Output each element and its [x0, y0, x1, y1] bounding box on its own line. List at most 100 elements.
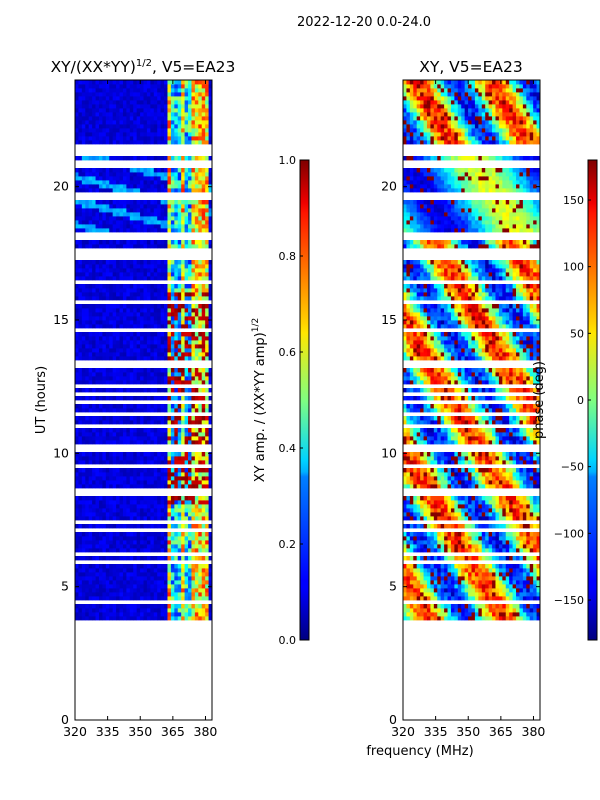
heatmap-cell	[188, 460, 192, 465]
heatmap-cell	[146, 228, 151, 233]
heatmap-cell	[126, 440, 131, 445]
heatmap-cell	[143, 112, 148, 117]
heatmap-cell	[92, 84, 96, 89]
heatmap-cell	[129, 496, 134, 501]
heatmap-cell	[112, 136, 117, 141]
heatmap-cell	[170, 500, 175, 505]
heatmap-cell	[133, 420, 138, 425]
heatmap-cell	[78, 132, 83, 137]
heatmap-cell	[150, 208, 155, 213]
heatmap-cell	[140, 504, 144, 509]
heatmap-cell	[191, 320, 196, 325]
heatmap-cell	[105, 228, 110, 233]
heatmap-cell	[198, 500, 203, 505]
heatmap-cell	[95, 564, 100, 569]
heatmap-cell	[205, 388, 209, 393]
heatmap-cell	[529, 608, 534, 613]
heatmap-cell	[167, 244, 172, 249]
heatmap-cell	[133, 532, 138, 537]
heatmap-cell	[119, 304, 124, 309]
heatmap-cell	[105, 592, 110, 597]
heatmap-cell	[492, 576, 496, 581]
heatmap-cell	[143, 292, 148, 297]
colorbar-tick-label: 0.2	[279, 538, 297, 551]
heatmap-cell	[153, 408, 158, 413]
heatmap-cell	[105, 320, 110, 325]
heatmap-cell	[95, 408, 100, 413]
heatmap-cell	[201, 84, 206, 89]
heatmap-cell	[177, 200, 182, 205]
heatmap-cell	[184, 356, 189, 361]
heatmap-cell	[102, 556, 107, 561]
heatmap-cell	[129, 136, 134, 141]
heatmap-cell	[478, 540, 483, 545]
heatmap-cell	[116, 476, 120, 481]
heatmap-cell	[461, 548, 466, 553]
heatmap-cell	[201, 496, 206, 501]
heatmap-cell	[157, 544, 162, 549]
heatmap-cell	[191, 216, 196, 221]
heatmap-cell	[75, 200, 79, 205]
heatmap-cell	[143, 240, 148, 245]
heatmap-cell	[533, 548, 537, 553]
heatmap-cell	[102, 176, 107, 181]
heatmap-cell	[75, 156, 79, 161]
heatmap-cell	[205, 132, 209, 137]
heatmap-cell	[160, 532, 165, 537]
heatmap-cell	[98, 612, 103, 617]
heatmap-cell	[164, 588, 168, 593]
heatmap-cell	[208, 96, 212, 101]
heatmap-cell	[122, 308, 127, 313]
heatmap-cell	[85, 348, 90, 353]
heatmap-cell	[95, 312, 100, 317]
heatmap-cell	[191, 228, 196, 233]
heatmap-cell	[205, 480, 209, 485]
heatmap-cell	[170, 540, 175, 545]
heatmap-cell	[143, 180, 148, 185]
heatmap-cell	[85, 476, 90, 481]
heatmap-cell	[85, 524, 90, 529]
heatmap-cell	[170, 584, 175, 589]
colorbar-tick-label: 0.8	[279, 250, 297, 263]
heatmap-cell	[126, 476, 131, 481]
heatmap-cell	[495, 576, 500, 581]
heatmap-cell	[143, 188, 148, 193]
heatmap-cell	[140, 288, 144, 293]
heatmap-cell	[116, 340, 120, 345]
heatmap-cell	[136, 344, 141, 349]
heatmap-cell	[122, 612, 127, 617]
heatmap-cell	[478, 604, 483, 609]
heatmap-cell	[426, 616, 431, 621]
heatmap-cell	[98, 440, 103, 445]
heatmap-cell	[174, 112, 179, 117]
heatmap-cell	[109, 112, 114, 117]
heatmap-cell	[495, 548, 500, 553]
heatmap-cell	[505, 616, 510, 621]
heatmap-cell	[457, 612, 462, 617]
heatmap-cell	[505, 604, 510, 609]
heatmap-cell	[174, 592, 179, 597]
heatmap-cell	[122, 592, 127, 597]
heatmap-cell	[129, 208, 134, 213]
heatmap-cell	[81, 432, 86, 437]
heatmap-cell	[205, 140, 209, 145]
heatmap-cell	[409, 532, 414, 537]
heatmap-cell	[78, 292, 83, 297]
heatmap-cell	[164, 376, 168, 381]
heatmap-cell	[81, 596, 86, 601]
heatmap-cell	[205, 416, 209, 421]
heatmap-cell	[485, 580, 490, 585]
heatmap-cell	[533, 616, 537, 621]
heatmap-cell	[126, 584, 131, 589]
heatmap-cell	[78, 568, 83, 573]
heatmap-cell	[444, 556, 448, 561]
heatmap-cell	[81, 172, 86, 177]
y-tick-label: 5	[61, 579, 69, 594]
heatmap-cell	[140, 616, 144, 621]
heatmap-cell	[191, 468, 196, 473]
heatmap-cell	[146, 480, 151, 485]
heatmap-cell	[157, 524, 162, 529]
heatmap-cell	[85, 304, 90, 309]
heatmap-cell	[109, 212, 114, 217]
heatmap-cell	[102, 592, 107, 597]
